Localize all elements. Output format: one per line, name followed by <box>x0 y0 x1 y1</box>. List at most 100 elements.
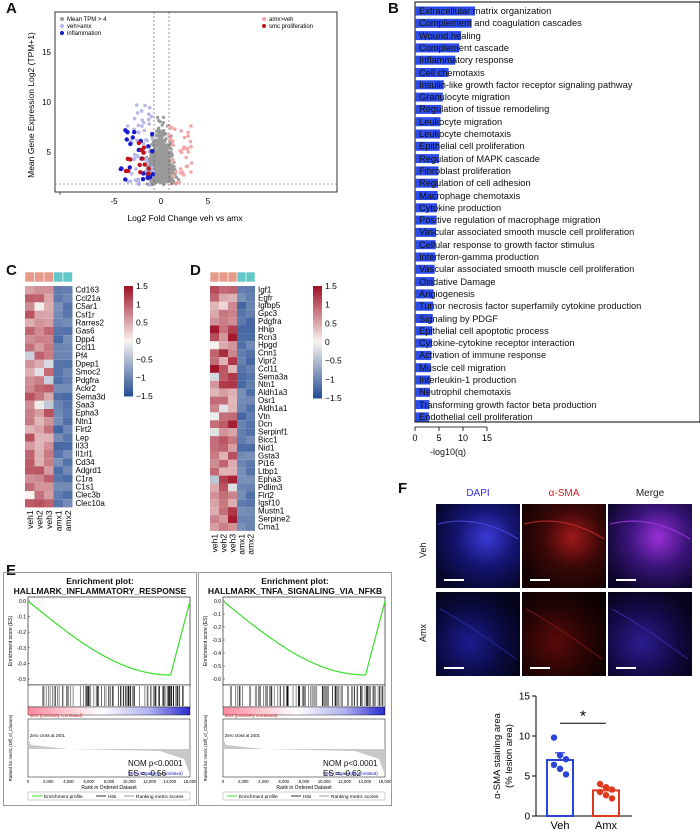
scatter-point <box>148 160 153 164</box>
heatmap-cell <box>228 444 237 452</box>
heatmap-cell <box>246 380 255 389</box>
heatmap-cell <box>210 365 219 373</box>
scatter-plot: Mean TPM > 4 veh>amx inflammation amx>ve… <box>26 11 338 223</box>
pathway-term: Extracellular matrix organization <box>419 6 552 16</box>
heatmap-cell <box>25 499 35 508</box>
gene-label: Vtn <box>258 412 270 421</box>
heatmap-cell <box>53 343 63 352</box>
scatter-point-veh <box>139 109 144 113</box>
heatmap-cell <box>63 294 73 303</box>
scatter-point <box>155 175 159 179</box>
heatmap-cell <box>237 404 246 413</box>
gene-label: Pf4 <box>76 351 89 360</box>
pathway-term: Fibroblast proliferation <box>419 165 511 176</box>
heatmap-cell <box>34 376 44 385</box>
heatmap-cell <box>34 474 44 483</box>
heatmap-cell <box>53 359 63 368</box>
heatmap-cell <box>219 515 228 523</box>
heatmap-cell <box>53 327 63 336</box>
heatmap-cell <box>210 451 219 460</box>
scatter-point-veh <box>126 179 130 184</box>
gsea-title-line2: HALLMARK_TNFA_SIGNALING_VIA_NFKB <box>207 586 383 596</box>
heatmap-cell <box>53 441 63 450</box>
heatmap-cell <box>228 286 237 294</box>
sample-label: amx2 <box>246 534 256 555</box>
heatmap-cell <box>25 433 35 442</box>
heatmap-cell <box>219 467 228 476</box>
sample-label: veh2 <box>219 534 229 553</box>
heatmap-cell <box>228 349 237 358</box>
heatmap-cell <box>53 458 63 467</box>
heatmap-cell <box>246 475 255 484</box>
gene-label: Pdgfra <box>76 376 100 385</box>
scale-tick: −1.5 <box>325 393 342 403</box>
heatmap-cell <box>219 491 228 500</box>
heatmap-cell <box>44 294 54 303</box>
heatmap-cell <box>246 420 255 429</box>
heatmap-cell <box>53 376 63 385</box>
scatter-point-amx <box>185 147 189 151</box>
heatmap-cell <box>63 392 73 401</box>
heatmap-cell <box>219 325 228 334</box>
data-point <box>608 795 616 802</box>
metric-axis-label: Ranked list metric (Diff_of_Classes) <box>8 714 13 781</box>
heatmap-cell <box>246 333 255 342</box>
scatter-point <box>167 145 171 149</box>
heatmap-cell <box>210 333 219 342</box>
heatmap-cell <box>63 499 73 508</box>
pathway-bar <box>415 412 429 422</box>
data-point <box>562 771 570 778</box>
gene-label: Dpp4 <box>76 335 96 344</box>
scatter-point-veh <box>144 138 148 142</box>
scale-tick: −1 <box>136 373 146 383</box>
gsea-plot-2: Enrichment plot: HALLMARK_TNFA_SIGNALING_… <box>198 572 392 806</box>
sample-label: amx1 <box>53 510 63 531</box>
scatter-point-amx <box>189 161 194 165</box>
scatter-point-inflammation <box>130 135 135 140</box>
heatmap-cell <box>228 436 237 444</box>
heatmap-cell <box>25 491 35 500</box>
heatmap-cell <box>228 499 237 508</box>
heatmap-cell <box>237 507 246 516</box>
scatter-point-veh <box>136 177 140 182</box>
x-tick: 15 <box>482 433 492 443</box>
heatmap-cell <box>246 293 255 302</box>
heatmap-cell <box>237 475 246 484</box>
heatmap-cell <box>237 301 246 310</box>
gene-label: Il33 <box>76 442 89 451</box>
heatmap-cell <box>34 482 44 491</box>
heatmap-cell <box>44 359 54 368</box>
heatmap-cell <box>44 450 54 459</box>
heatmap-cell <box>63 417 73 426</box>
panel-a: Mean TPM > 4 veh>amx inflammation amx>ve… <box>20 10 345 225</box>
pathway-bar <box>415 289 434 299</box>
gene-label: Nid1 <box>258 443 275 452</box>
y-tick: 0 <box>524 812 530 823</box>
heatmap-cell <box>228 404 237 413</box>
scatter-point <box>152 161 156 165</box>
enrichment-plot: 0.0 -0.1 -0.2 -0.3 -0.4 -0.5 amx (positively c… <box>8 596 196 801</box>
pathway-term: Wound healing <box>419 30 481 41</box>
nom-p: NOM p<0.0001 <box>128 759 183 768</box>
pathway-bar <box>415 104 442 114</box>
gene-label: Epha3 <box>76 409 100 418</box>
scatter-point-smc <box>146 166 151 171</box>
heatmap-cell <box>237 372 246 381</box>
scatter-point <box>156 138 160 142</box>
scatter-point <box>162 141 166 145</box>
es-tick: -0.2 <box>17 630 26 636</box>
pathway-term: Inflammatory response <box>419 55 514 66</box>
scatter-point-inflammation <box>150 172 156 177</box>
scatter-point-veh <box>147 112 151 116</box>
pathway-bar <box>415 301 434 311</box>
pathway-bar <box>415 154 439 164</box>
gene-label: Igf1 <box>258 285 272 294</box>
scale-tick: −1 <box>325 374 335 384</box>
heatmap-cell <box>63 335 73 344</box>
heatmap-cell <box>25 368 35 377</box>
sample-label: amx2 <box>63 510 73 531</box>
heatmap-cell <box>219 380 228 389</box>
scale-tick: 1 <box>136 299 141 309</box>
heatmap-cell <box>34 310 44 319</box>
heatmap-cell <box>219 523 228 531</box>
